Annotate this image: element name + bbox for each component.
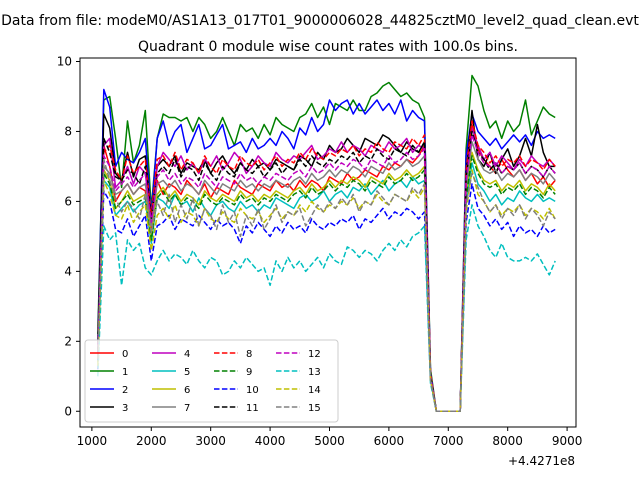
- series-line-2: [97, 88, 556, 413]
- x-tick-label: 7000: [433, 434, 464, 448]
- series-line-15: [97, 158, 556, 413]
- series-line-12: [97, 134, 556, 413]
- y-tick-label: 4: [64, 264, 72, 278]
- legend-label-8: 8: [246, 349, 252, 360]
- series-line-8: [97, 120, 556, 413]
- legend-label-13: 13: [308, 367, 321, 378]
- x-tick-label: 3000: [195, 434, 226, 448]
- y-tick-label: 6: [64, 194, 72, 208]
- legend-label-11: 11: [246, 403, 259, 414]
- legend-label-15: 15: [308, 403, 321, 414]
- chart-suptitle: Data from file: modeM0/AS1A13_017T01_900…: [1, 13, 639, 29]
- y-tick-label: 2: [64, 334, 72, 348]
- x-tick-label: 1000: [77, 434, 108, 448]
- series-line-5: [97, 162, 556, 413]
- series-line-10: [97, 183, 556, 413]
- x-tick-label: 9000: [552, 434, 583, 448]
- legend-label-14: 14: [308, 385, 321, 396]
- legend-label-6: 6: [184, 385, 190, 396]
- legend-label-5: 5: [184, 367, 190, 378]
- x-tick-label: 6000: [374, 434, 405, 448]
- legend-box: [84, 339, 339, 423]
- y-tick-label: 8: [64, 124, 72, 138]
- x-tick-label: 8000: [492, 434, 523, 448]
- series-lines: [97, 74, 556, 413]
- legend-label-7: 7: [184, 403, 190, 414]
- legend-label-9: 9: [246, 367, 252, 378]
- series-line-1: [97, 74, 556, 413]
- legend-label-0: 0: [122, 349, 128, 360]
- series-line-6: [97, 151, 556, 413]
- y-tick-label: 10: [57, 54, 72, 68]
- plot-frame: [79, 57, 577, 428]
- x-tick-label: 5000: [314, 434, 345, 448]
- series-line-7: [97, 141, 556, 413]
- y-axis-ticks: 0 2 4 6 8 10: [57, 54, 80, 418]
- x-axis-offset-label: +4.4271e8: [508, 454, 575, 468]
- series-line-13: [97, 204, 556, 413]
- legend-label-2: 2: [122, 385, 128, 396]
- legend-label-3: 3: [122, 403, 128, 414]
- legend-label-4: 4: [184, 349, 190, 360]
- legend-label-12: 12: [308, 349, 321, 360]
- y-tick-label: 0: [64, 404, 72, 418]
- chart-title: Quadrant 0 module wise count rates with …: [138, 39, 518, 55]
- series-line-4: [97, 127, 556, 413]
- series-line-14: [97, 169, 556, 413]
- legend-label-1: 1: [122, 367, 128, 378]
- series-line-9: [97, 155, 556, 413]
- x-tick-label: 2000: [136, 434, 167, 448]
- legend-label-10: 10: [246, 385, 259, 396]
- x-axis-ticks: 1000 2000 3000 4000 5000 6000 7000 8000 9000: [77, 427, 583, 448]
- x-tick-label: 4000: [255, 434, 286, 448]
